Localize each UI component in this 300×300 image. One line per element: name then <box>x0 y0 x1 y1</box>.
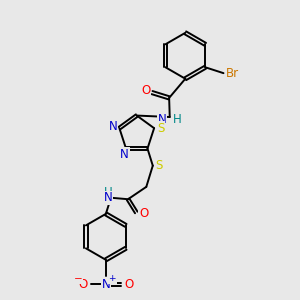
Text: +: + <box>109 274 116 284</box>
Text: N: N <box>109 120 117 133</box>
Text: S: S <box>156 159 163 172</box>
Text: −: − <box>74 274 82 284</box>
Text: S: S <box>157 122 164 135</box>
Text: H: H <box>103 186 112 199</box>
Text: N: N <box>158 113 167 127</box>
Text: N: N <box>101 278 110 291</box>
Text: N: N <box>103 191 112 204</box>
Text: O: O <box>79 278 88 291</box>
Text: H: H <box>173 113 182 127</box>
Text: O: O <box>141 84 150 97</box>
Text: O: O <box>124 278 133 291</box>
Text: Br: Br <box>226 67 239 80</box>
Text: O: O <box>139 207 148 220</box>
Text: N: N <box>120 148 129 161</box>
